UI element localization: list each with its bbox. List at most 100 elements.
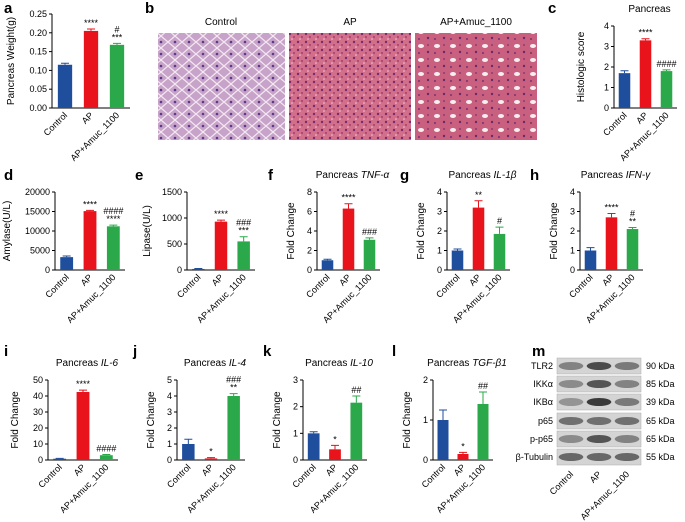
error-bar (62, 255, 71, 258)
bar (584, 250, 597, 270)
bar (457, 454, 469, 460)
title-gene: IL-10 (350, 358, 373, 369)
error-bar (344, 203, 353, 209)
title-text: Pancreas (305, 358, 347, 369)
significance-mark: * (209, 447, 213, 457)
y-tick-label: 3 (437, 207, 442, 217)
error-bar (474, 200, 483, 208)
bar (660, 71, 673, 108)
error-bar (439, 409, 447, 420)
y-tick-label: 5 (167, 375, 172, 385)
error-bar (352, 395, 361, 403)
panel-letter: e (135, 167, 143, 184)
y-tick-label: 3 (293, 375, 298, 385)
error-bar (620, 70, 629, 74)
error-bar (61, 62, 69, 65)
title-text: Pancreas (581, 170, 623, 181)
error-bar (459, 451, 467, 454)
significance-mark: #### (103, 206, 123, 216)
blot-band (614, 417, 640, 425)
blot-band (614, 435, 640, 443)
x-tick-label: Control (304, 272, 332, 300)
blot-band (558, 398, 584, 406)
bar (472, 207, 485, 270)
panel-letter: f (268, 167, 274, 184)
y-tick-label: 0 (293, 455, 298, 465)
y-tick-label: 0 (307, 265, 312, 275)
chart-title: Pancreas IL-10 (305, 358, 373, 369)
panel-letter: h (530, 167, 539, 184)
error-bar (109, 224, 118, 227)
significance-mark: **** (76, 379, 91, 389)
significance-mark: ## (351, 385, 361, 395)
x-tick-label: Control (165, 462, 193, 490)
bar (437, 420, 449, 460)
bar (83, 30, 99, 109)
error-bar (87, 28, 95, 31)
x-tick-label: Control (420, 462, 448, 490)
x-tick-label: AP (452, 462, 468, 478)
significance-mark: * (333, 434, 337, 444)
significance-mark: ### (226, 375, 241, 385)
significance-mark: **** (84, 18, 99, 28)
chart-title: Pancreas TGF-β1 (427, 358, 507, 369)
bar (639, 40, 652, 108)
error-bar (641, 38, 650, 41)
y-tick-label: 1 (570, 246, 575, 256)
blot-band (614, 453, 640, 461)
bar (321, 260, 334, 270)
title-text: Pancreas (56, 358, 98, 369)
y-tick-label: 4 (570, 187, 575, 197)
bar (363, 239, 376, 270)
histology-label: Control (205, 17, 237, 28)
x-tick-label: AP (80, 110, 96, 126)
bar (451, 250, 464, 270)
x-tick-label: AP (72, 462, 88, 478)
y-tick-label: 10 (33, 439, 43, 449)
protein-label: p-p65 (530, 434, 553, 444)
error-bar (194, 267, 203, 269)
chart-title: Pancreas TNF-α (316, 170, 390, 181)
significance-mark: #### (96, 444, 116, 454)
y-tick-label: 4 (307, 226, 312, 236)
x-tick-label: Control (601, 110, 629, 138)
significance-mark: #### (656, 59, 676, 69)
y-tick-label: 0 (177, 265, 182, 275)
x-tick-label: Control (43, 272, 71, 300)
error-bar (217, 219, 225, 222)
y-tick-label: 0.10 (29, 65, 47, 75)
significance-mark: **** (214, 209, 229, 219)
panel-letter: b (145, 0, 154, 17)
blot-band (586, 380, 612, 388)
lane-label: Control (548, 469, 576, 497)
histology-image (158, 33, 285, 140)
y-tick-label: 0 (38, 455, 43, 465)
error-bar (239, 236, 248, 242)
y-tick-label: 1500 (162, 187, 182, 197)
bar (350, 402, 363, 460)
size-label: 55 kDa (646, 452, 675, 462)
size-label: 65 kDa (646, 416, 675, 426)
error-bar (495, 226, 504, 234)
blot-band (558, 435, 584, 443)
error-bar (229, 393, 238, 396)
x-tick-label: AP (210, 272, 226, 288)
x-tick-label: AP (79, 272, 95, 288)
panel-letter: i (4, 343, 8, 360)
y-tick-label: 40 (33, 391, 43, 401)
error-bar (79, 389, 87, 392)
blot-band (586, 417, 612, 425)
error-bar (309, 431, 318, 434)
error-bar (628, 226, 637, 230)
y-tick-label: 0 (570, 265, 575, 275)
error-bar (479, 391, 487, 404)
error-bar (102, 454, 111, 456)
y-tick-label: 4 (604, 21, 609, 31)
blot-band (558, 362, 584, 370)
blot-band (586, 435, 612, 443)
significance-mark: ### (236, 218, 251, 228)
y-tick-label: 0.20 (29, 28, 47, 38)
bar (106, 226, 120, 270)
bar (60, 257, 74, 270)
protein-label: TLR2 (531, 361, 553, 371)
